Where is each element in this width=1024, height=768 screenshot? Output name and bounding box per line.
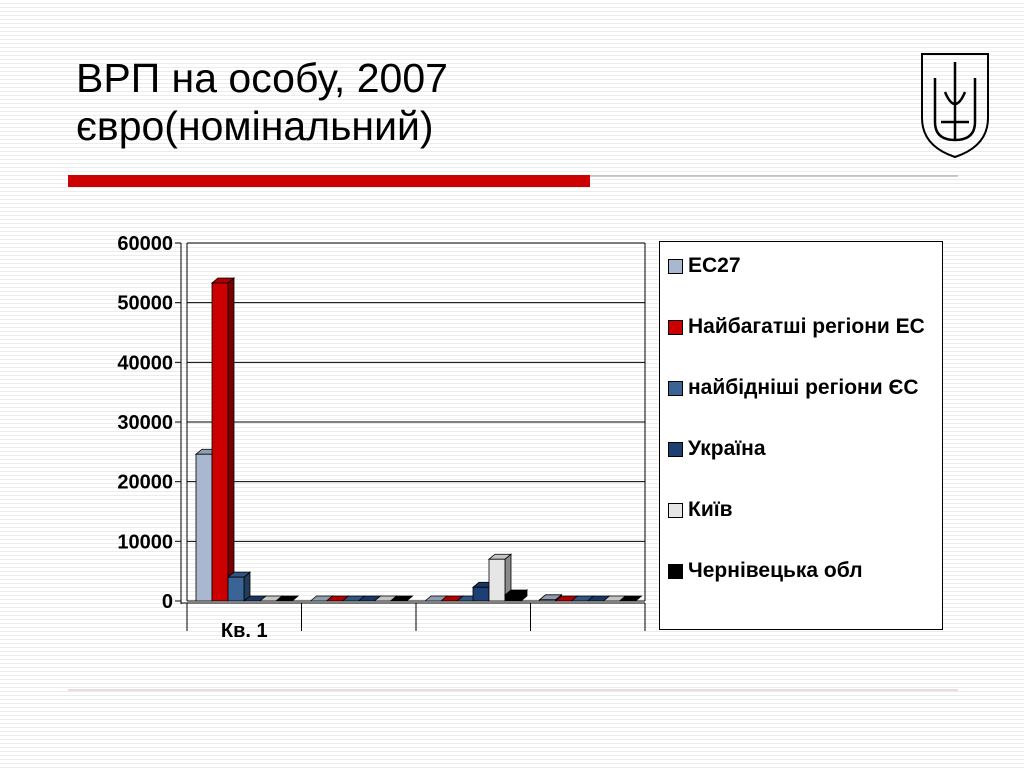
y-tick-label: 30000: [117, 412, 173, 434]
y-tick-label: 0: [162, 591, 173, 613]
legend-swatch: [668, 320, 683, 335]
bar-side: [227, 277, 235, 602]
legend-label: Україна: [688, 437, 766, 460]
y-tick-label: 20000: [117, 472, 173, 494]
y-tick-label: 10000: [117, 531, 173, 553]
legend-label: Чернівецька обл: [688, 559, 863, 582]
title-block: ВРП на особу, 2007 євро(номінальний): [76, 54, 448, 150]
legend-item: найбідніші регіони ЄС: [668, 374, 936, 435]
legend-swatch: [668, 503, 683, 518]
bar: [211, 282, 229, 602]
legend-swatch: [668, 381, 683, 396]
bar: [539, 599, 556, 602]
coat-of-arms: [921, 53, 989, 159]
bar-top: [274, 595, 300, 602]
bar: [472, 586, 490, 602]
legend-item: ЕС27: [668, 252, 936, 313]
title-underline: [68, 175, 590, 187]
bar: [488, 558, 506, 602]
y-tick-label: 40000: [117, 352, 173, 374]
legend-item: Україна: [668, 435, 936, 496]
bar: [504, 594, 522, 602]
bar-top: [618, 595, 643, 602]
chart-subtitle: євро(номінальний): [76, 103, 434, 149]
legend-swatch: [668, 442, 683, 457]
legend-label: ЕС27: [688, 254, 741, 277]
bar-top: [389, 595, 414, 602]
x-tick-label: Кв. 1: [221, 620, 268, 642]
plot-area: 0 10000 20000 30000 40000 50000 60000 Кв. 1: [117, 233, 646, 642]
legend-item: Найбагатші регіони ЕС: [668, 313, 936, 374]
legend-item: Чернівецька обл: [668, 557, 936, 618]
legend: ЕС27 Найбагатші регіони ЕС найбідніші регі…: [659, 241, 943, 630]
legend-swatch: [668, 259, 683, 274]
y-tick-label: 50000: [117, 293, 173, 315]
bar: [195, 453, 213, 602]
chart-title: ВРП на особу, 2007: [76, 55, 448, 101]
y-tick-label: 60000: [117, 233, 173, 255]
legend-swatch: [668, 564, 683, 579]
bar: [227, 576, 245, 602]
legend-label: Найбагатші регіони ЕС: [688, 315, 925, 338]
legend-item: Київ: [668, 496, 936, 557]
legend-label: Київ: [688, 498, 733, 521]
legend-label: найбідніші регіони ЄС: [688, 376, 919, 399]
